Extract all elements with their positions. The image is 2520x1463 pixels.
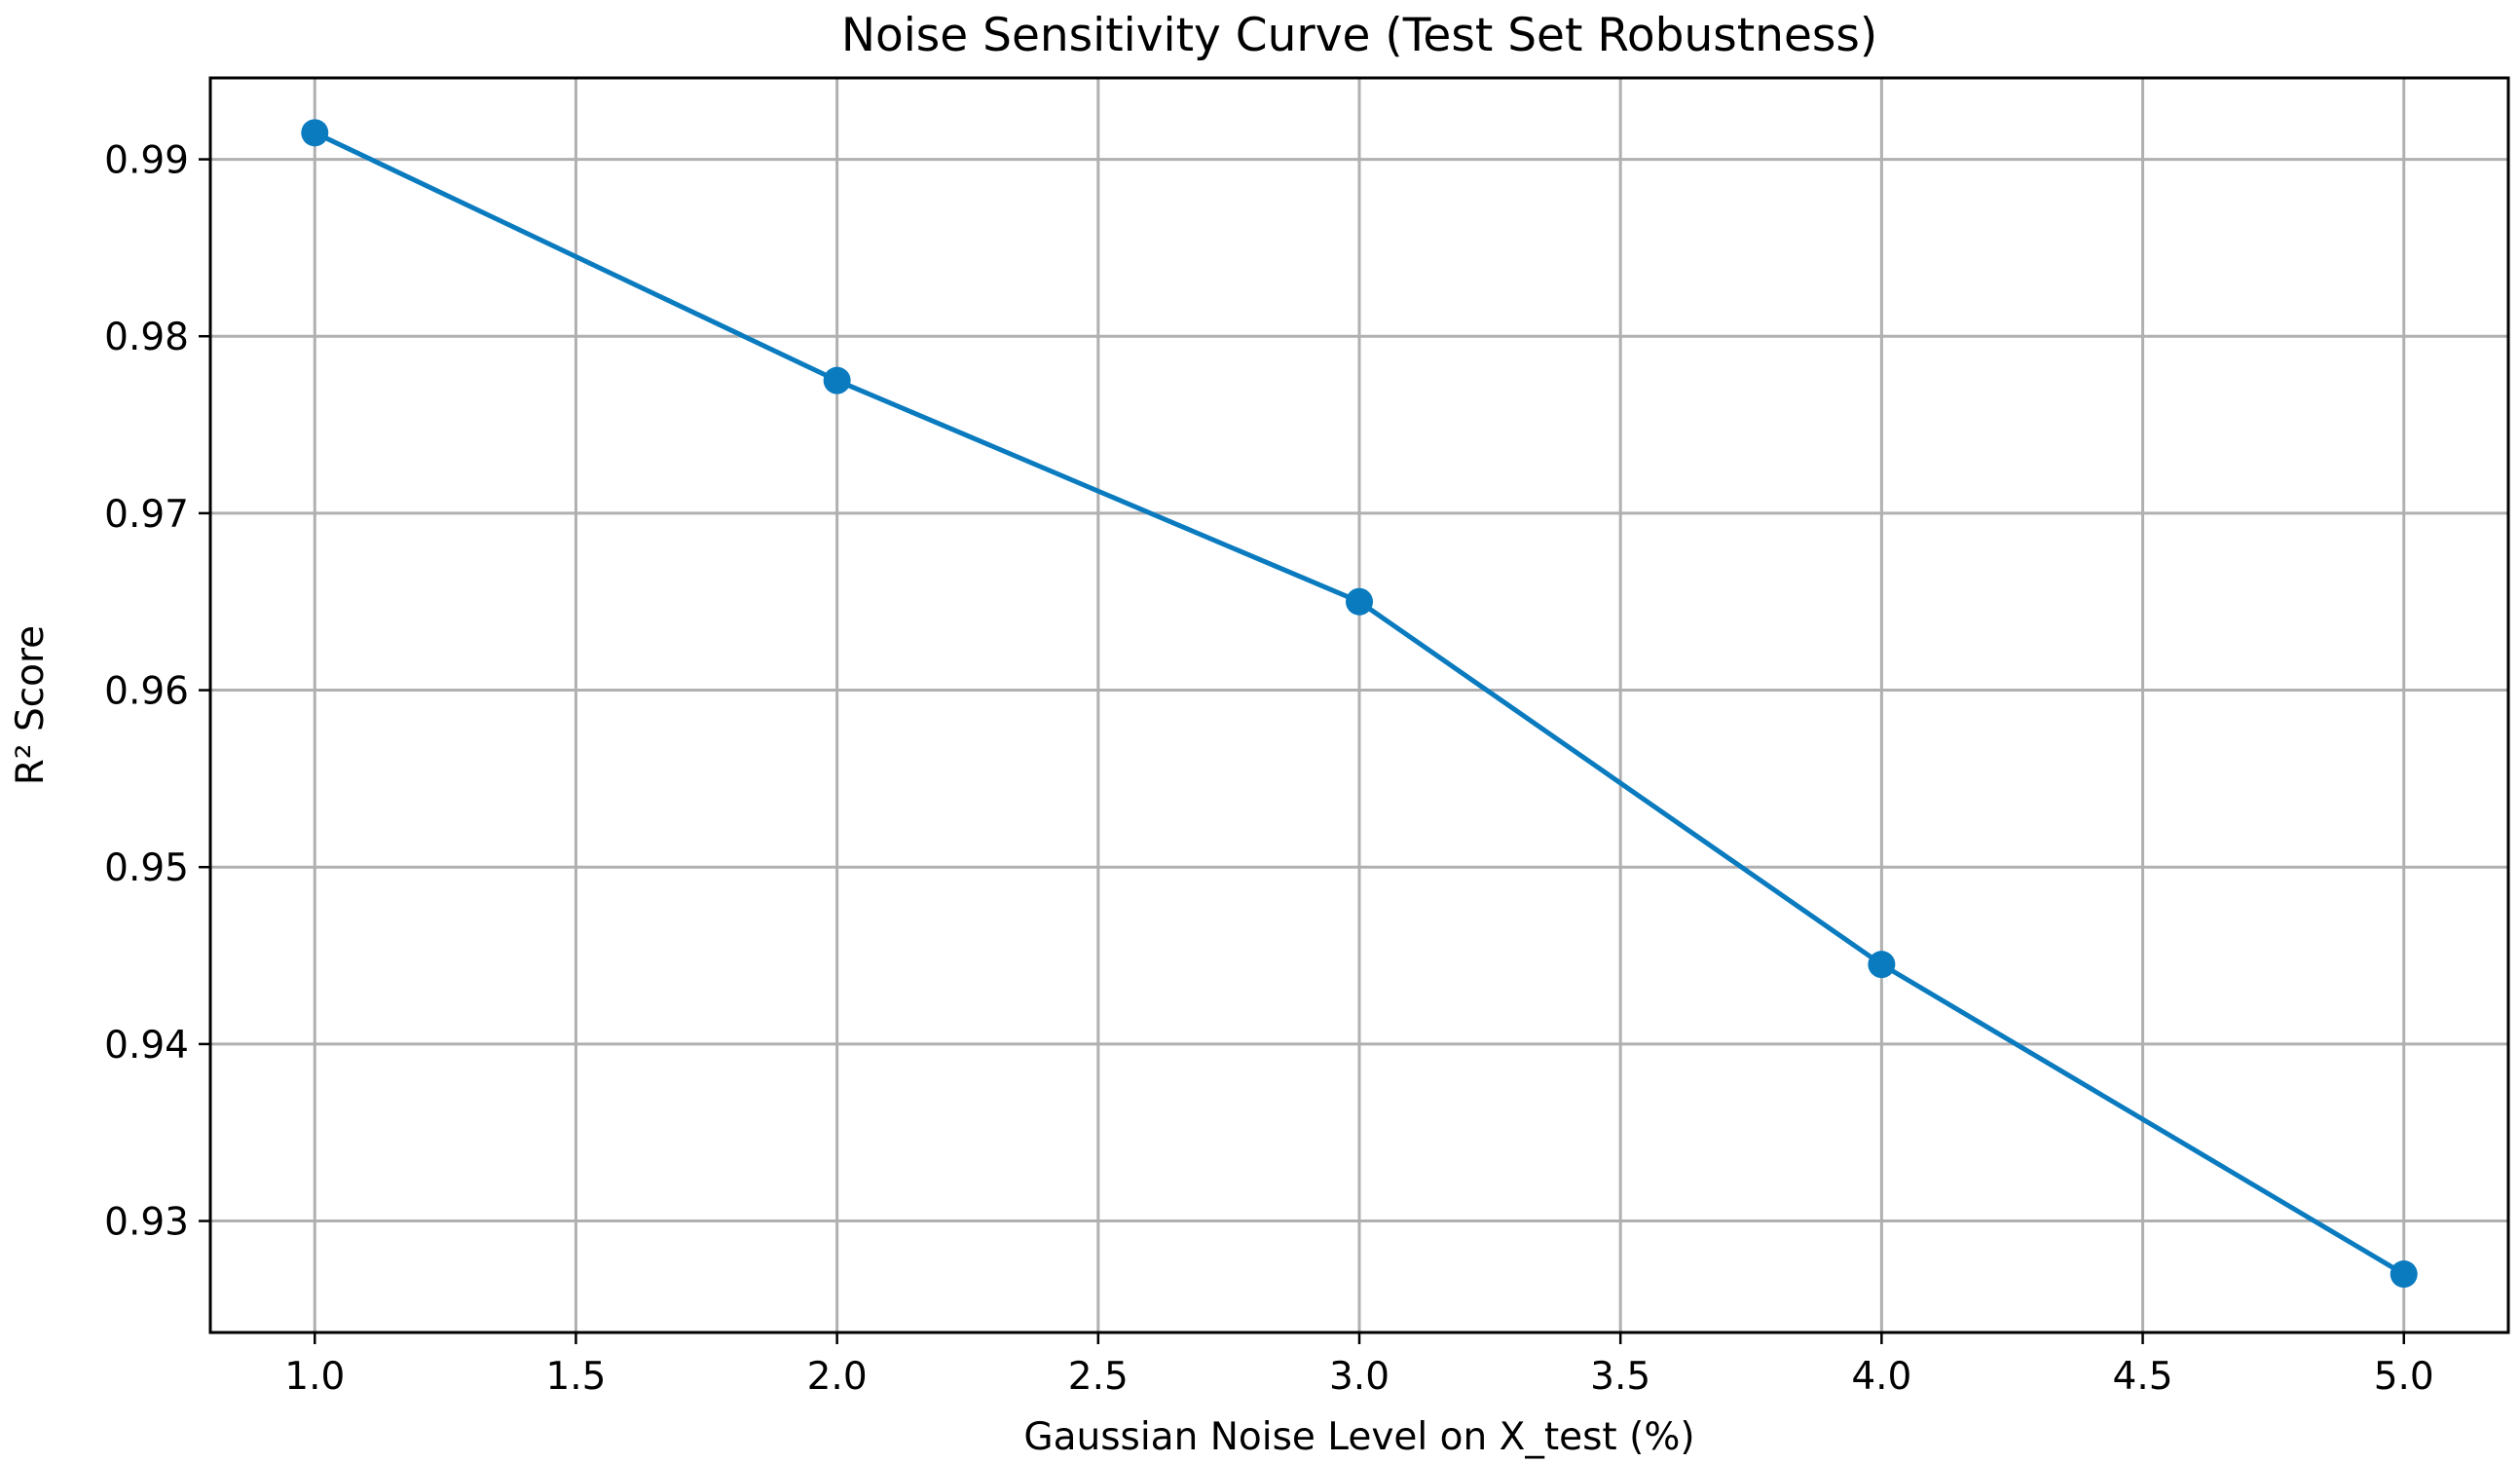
data-point [2390, 1260, 2418, 1289]
series-layer [301, 119, 2418, 1289]
chart-title: Noise Sensitivity Curve (Test Set Robust… [841, 9, 1877, 62]
data-point [301, 119, 329, 147]
y-tick-label: 0.94 [104, 1024, 189, 1068]
axis-ticks: 1.0 1.5 2.0 2.5 3.0 3.5 4.0 4.5 5.0 0.93 0.94 0.95 0… [104, 139, 2434, 1399]
x-tick-label: 2.0 [807, 1355, 868, 1399]
data-point [1346, 587, 1373, 616]
x-tick-label: 1.0 [284, 1355, 345, 1399]
y-axis-label: R² Score [9, 625, 53, 785]
y-tick-label: 0.95 [104, 846, 189, 890]
x-tick-label: 4.0 [1851, 1355, 1911, 1399]
x-tick-label: 5.0 [2374, 1355, 2434, 1399]
y-tick-label: 0.97 [104, 493, 189, 537]
data-point [1868, 951, 1896, 979]
y-tick-label: 0.96 [104, 670, 189, 714]
x-tick-label: 2.5 [1068, 1355, 1129, 1399]
grid [210, 78, 2508, 1332]
x-tick-label: 3.0 [1329, 1355, 1390, 1399]
y-tick-label: 0.98 [104, 316, 189, 359]
y-tick-label: 0.99 [104, 139, 189, 183]
x-tick-label: 3.5 [1590, 1355, 1650, 1399]
data-point [823, 366, 851, 394]
x-tick-label: 1.5 [545, 1355, 606, 1399]
y-tick-label: 0.93 [104, 1201, 189, 1245]
x-tick-label: 4.5 [2113, 1355, 2173, 1399]
x-axis-label: Gaussian Noise Level on X_test (%) [1023, 1415, 1694, 1459]
